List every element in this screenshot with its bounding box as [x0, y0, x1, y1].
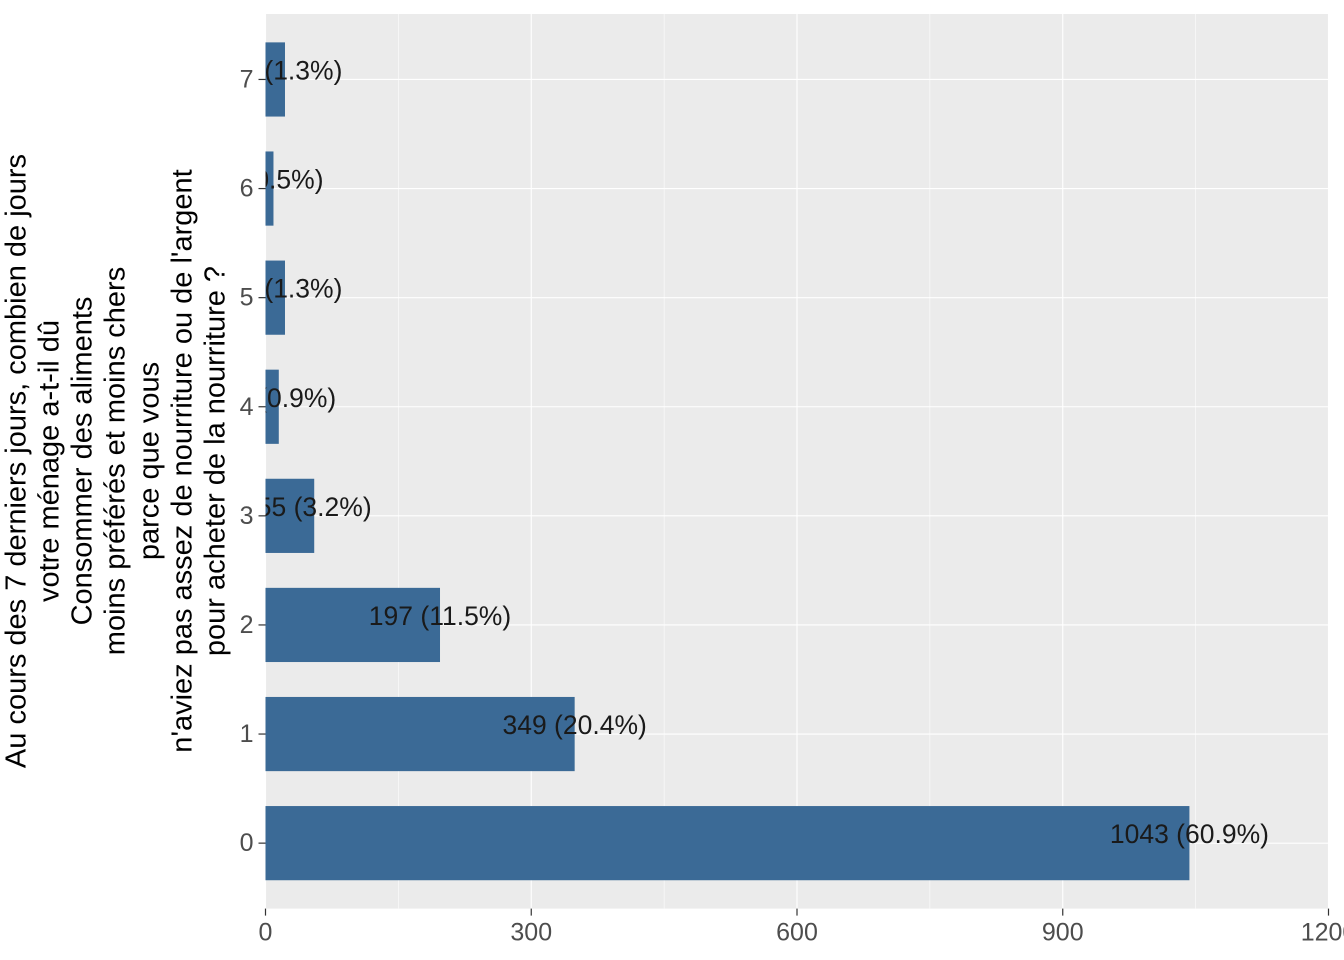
svg-text:1: 1 [240, 720, 254, 748]
svg-text:3: 3 [240, 502, 254, 530]
svg-text:5: 5 [240, 284, 254, 312]
svg-text:55 (3.2%): 55 (3.2%) [257, 492, 372, 522]
svg-text:0: 0 [259, 919, 273, 947]
svg-text:2: 2 [240, 611, 254, 639]
svg-text:197 (11.5%): 197 (11.5%) [369, 601, 511, 631]
svg-text:349 (20.4%): 349 (20.4%) [502, 710, 646, 740]
svg-text:9 (0.5%): 9 (0.5%) [223, 165, 323, 195]
svg-text:4: 4 [240, 393, 254, 421]
svg-text:600: 600 [776, 919, 818, 947]
svg-text:6: 6 [240, 175, 254, 203]
svg-text:1043 (60.9%): 1043 (60.9%) [1110, 819, 1269, 849]
svg-text:0: 0 [240, 829, 254, 857]
svg-text:900: 900 [1042, 919, 1084, 947]
svg-text:7: 7 [240, 65, 254, 93]
svg-text:15 (0.9%): 15 (0.9%) [221, 383, 336, 413]
svg-text:300: 300 [510, 919, 552, 947]
